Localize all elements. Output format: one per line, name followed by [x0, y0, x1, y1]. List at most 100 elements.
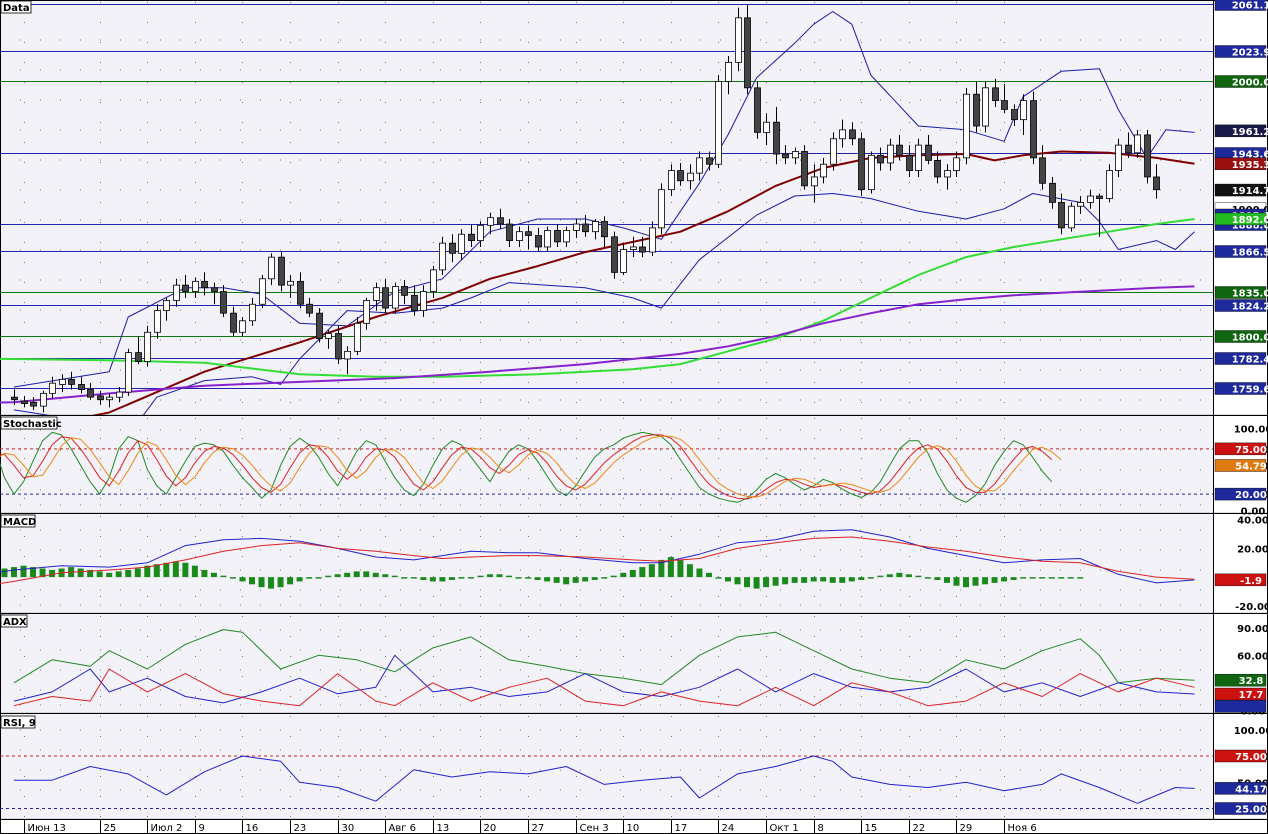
macd-line — [0, 529, 1195, 584]
macd-histogram-bar — [943, 577, 950, 583]
candle-body — [363, 300, 370, 324]
macd-histogram-bar — [296, 577, 303, 582]
macd-histogram-bar — [677, 559, 684, 578]
macd-marker-label: -1.9 — [1240, 576, 1262, 587]
macd-histogram-bar — [448, 577, 455, 580]
level-2023.9-box — [1214, 45, 1267, 58]
x-axis-tick-label: 13 — [437, 823, 450, 834]
candle-body — [953, 157, 960, 171]
candle-body — [477, 224, 484, 241]
macd-histogram-bar — [115, 571, 122, 578]
price-panel-label: Data — [3, 3, 30, 14]
candle-body — [677, 170, 684, 182]
candle-body — [792, 151, 799, 159]
candle-body — [782, 153, 789, 159]
price-overlays — [0, 4, 1213, 415]
candle-body — [325, 333, 332, 340]
macd-histogram-bar — [1020, 577, 1027, 579]
candle-body — [1144, 134, 1151, 178]
stochastic-d-line — [0, 434, 1053, 500]
macd-histogram-bar — [306, 577, 313, 579]
macd-histogram-bar — [163, 562, 170, 578]
macd-histogram-bar — [39, 568, 46, 578]
x-axis-tick-label: 20 — [484, 823, 497, 834]
candle-body — [725, 61, 732, 82]
price-candles — [11, 5, 1160, 413]
level-2061.1-box — [1214, 0, 1267, 11]
candle-body — [858, 138, 865, 191]
level-1866.5-label: 1866.5 — [1232, 248, 1268, 259]
candle-body — [401, 286, 408, 296]
macd-histogram-bar — [829, 577, 836, 583]
candle-body — [278, 256, 285, 286]
x-axis-tick-label: Авг 6 — [389, 823, 417, 834]
stochastic-tick-100.00: 100.00 — [1234, 424, 1268, 435]
macd-histogram-bar — [867, 577, 874, 579]
stochastic-marker-20.00-box — [1214, 487, 1267, 501]
rsi-level-marker-75.00-label: 75.00 — [1235, 752, 1267, 763]
candle-body — [97, 395, 104, 401]
level-1759.6-box — [1214, 382, 1267, 395]
macd-histogram-bar — [648, 564, 655, 578]
adx-panel-label: ADX — [3, 617, 27, 628]
axis-background-rsi — [1213, 714, 1268, 819]
candle-body — [211, 287, 218, 292]
price-marker-1892.0-label: 1892.0 — [1232, 215, 1268, 226]
candle-body — [934, 159, 941, 178]
candle-body — [268, 256, 275, 280]
candle-body — [925, 144, 932, 161]
macd-histogram-bar — [982, 577, 989, 585]
macd-histogram-bar — [134, 568, 141, 578]
candle-body — [830, 138, 837, 165]
level-1800.0-label: 1800.0 — [1232, 333, 1268, 344]
macd-histogram-bar — [77, 568, 84, 578]
macd-histogram-bar — [963, 577, 969, 588]
candle-body — [1039, 157, 1046, 184]
macd-histogram-bar — [591, 577, 598, 580]
candle-body — [849, 129, 856, 140]
candle-body — [1115, 144, 1122, 171]
macd-histogram-bar — [487, 574, 493, 578]
macd-histogram-bar — [382, 574, 389, 578]
candle-body — [1087, 195, 1094, 203]
candle-body — [868, 154, 875, 191]
level-2061.1-label: 2061.1 — [1232, 1, 1268, 12]
x-axis-tick-label: Июн 13 — [28, 823, 66, 834]
macd-histogram-bar — [258, 577, 265, 588]
macd-histogram-bar — [125, 569, 132, 578]
candle-body — [335, 333, 342, 360]
x-axis-tick-label: 29 — [960, 823, 973, 834]
macd-histogram-bar — [629, 569, 636, 578]
candle-body — [1125, 144, 1132, 154]
candle-body — [87, 389, 94, 398]
price-marker-1914.7-box — [1214, 183, 1267, 197]
candle-body — [877, 154, 884, 164]
candle-body — [1020, 100, 1027, 121]
macd-histogram-bar — [420, 577, 427, 580]
moving-average-2 — [0, 285, 1195, 404]
candle-body — [525, 231, 532, 236]
candle-body — [1077, 202, 1084, 207]
level-1835.0-box — [1214, 286, 1267, 299]
price-marker-1961.2-box — [1214, 124, 1267, 138]
candle-body — [1011, 109, 1018, 121]
candle-body — [21, 400, 28, 404]
macd-histogram-bar — [1067, 577, 1074, 579]
macd-histogram-bar — [877, 575, 884, 578]
macd-histogram-bar — [810, 577, 817, 582]
adx-marker-1-box — [1214, 687, 1267, 701]
candle-body — [11, 396, 18, 401]
level-1866.5-box — [1214, 245, 1267, 258]
candle-body — [544, 230, 551, 248]
macd-histogram-bar — [544, 577, 551, 582]
candle-body — [382, 287, 389, 309]
candle-body — [820, 163, 827, 178]
macd-histogram-bar — [1058, 577, 1065, 579]
macd-histogram-bar — [525, 577, 532, 579]
bollinger-lower — [13, 193, 1195, 415]
candle-body — [554, 230, 561, 243]
x-axis-tick-label: 25 — [104, 823, 117, 834]
panel-title-price: Data — [0, 0, 32, 14]
